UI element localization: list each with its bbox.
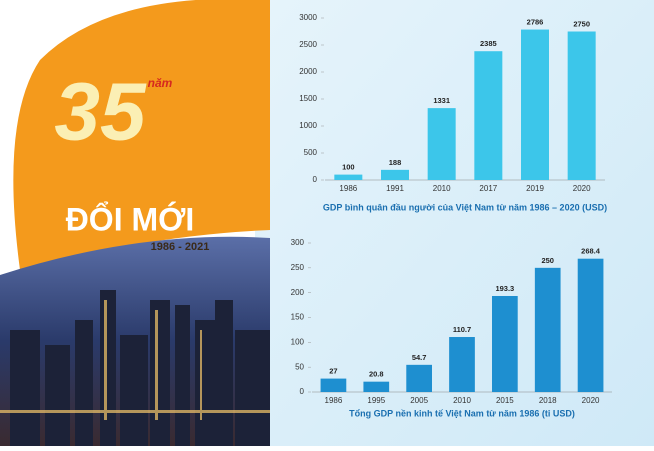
- bar: [320, 378, 347, 392]
- x-tick-label: 1991: [386, 184, 404, 193]
- poster-period: 1986 - 2021: [151, 241, 210, 253]
- bar: [474, 51, 503, 181]
- x-tick-label: 2005: [410, 396, 428, 405]
- bar: [492, 295, 518, 392]
- y-tick-label: 250: [291, 263, 305, 272]
- x-tick-label: 2020: [582, 396, 600, 405]
- y-tick-label: 2500: [299, 40, 317, 49]
- y-tick-label: 1500: [299, 94, 317, 103]
- bar: [381, 169, 409, 180]
- orange-panel: [13, 0, 270, 270]
- y-tick-label: 500: [304, 148, 318, 157]
- bar: [363, 381, 390, 392]
- x-tick-label: 2018: [539, 396, 557, 405]
- bar: [577, 258, 604, 392]
- y-tick-label: 100: [291, 337, 305, 346]
- x-tick-label: 2019: [526, 184, 544, 193]
- y-tick-label: 150: [291, 313, 305, 322]
- y-tick-label: 200: [291, 288, 305, 297]
- x-tick-label: 2015: [496, 396, 514, 405]
- y-tick-label: 2000: [299, 67, 317, 76]
- bar: [427, 108, 456, 180]
- bar: [334, 174, 363, 180]
- y-tick-label: 0: [300, 387, 305, 396]
- y-tick-label: 50: [295, 362, 304, 371]
- poster-title: ĐỔI MỚI: [66, 201, 195, 237]
- x-tick-label: 2010: [433, 184, 451, 193]
- x-tick-label: 1986: [325, 396, 343, 405]
- y-tick-label: 0: [313, 175, 318, 184]
- value-label: 20.8: [369, 370, 384, 379]
- y-tick-label: 3000: [299, 13, 317, 22]
- value-label: 268.4: [581, 247, 601, 256]
- value-label: 2385: [480, 39, 497, 48]
- bar: [521, 29, 549, 180]
- value-label: 1331: [433, 96, 450, 105]
- value-label: 54.7: [412, 353, 427, 362]
- value-label: 100: [342, 163, 355, 172]
- bar: [567, 31, 596, 180]
- poster-number: 35: [54, 67, 147, 158]
- value-label: 250: [541, 256, 554, 265]
- value-label: 193.3: [495, 284, 514, 293]
- x-tick-label: 2017: [479, 184, 497, 193]
- chart-caption: Tổng GDP nền kinh tế Việt Nam từ năm 198…: [349, 408, 575, 418]
- bar: [406, 364, 432, 392]
- value-label: 188: [389, 158, 402, 167]
- value-label: 110.7: [453, 325, 471, 334]
- x-tick-label: 2010: [453, 396, 471, 405]
- value-label: 2750: [573, 19, 590, 28]
- chart-caption: GDP bình quân đầu người của Việt Nam từ …: [323, 202, 607, 212]
- bar: [534, 267, 561, 392]
- y-tick-label: 300: [291, 238, 305, 247]
- x-tick-label: 1995: [367, 396, 385, 405]
- x-tick-label: 1986: [339, 184, 357, 193]
- value-label: 2786: [527, 18, 544, 27]
- value-label: 27: [329, 367, 337, 376]
- bar: [449, 337, 475, 392]
- y-tick-label: 1000: [299, 121, 317, 130]
- poster-unit: năm: [148, 76, 173, 90]
- city-lights: [0, 300, 270, 420]
- x-tick-label: 2020: [573, 184, 591, 193]
